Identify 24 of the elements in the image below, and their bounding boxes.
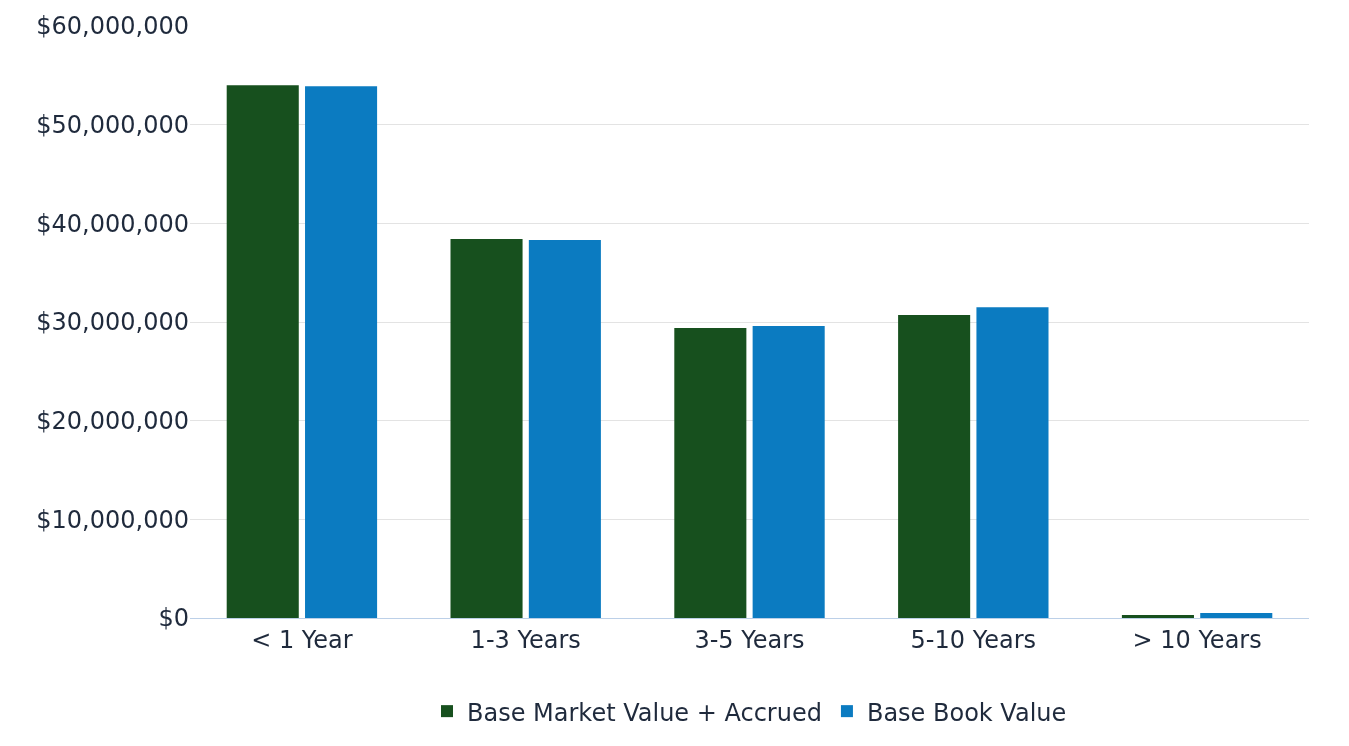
legend-label: Base Market Value + Accrued: [467, 698, 822, 727]
y-tick-label: $40,000,000: [36, 209, 189, 238]
x-tick-label: 3-5 Years: [694, 625, 805, 654]
x-tick-label: > 10 Years: [1132, 625, 1262, 654]
bar: [1200, 613, 1273, 618]
bar: [226, 85, 299, 618]
y-tick-label: $50,000,000: [36, 111, 189, 140]
y-tick-label: $10,000,000: [36, 505, 189, 534]
x-tick-label: 1-3 Years: [470, 625, 581, 654]
bar: [528, 240, 601, 618]
y-tick-label: $30,000,000: [36, 308, 189, 337]
bar: [752, 325, 825, 618]
legend-label: Base Book Value: [866, 698, 1067, 727]
y-tick-label: $20,000,000: [36, 407, 189, 436]
bar: [450, 239, 523, 618]
bar: [976, 307, 1049, 618]
x-tick-label: 5-10 Years: [910, 625, 1037, 654]
bar: [674, 327, 747, 618]
bar: [305, 86, 378, 618]
bar: [1121, 615, 1194, 618]
bar: [898, 315, 971, 618]
y-tick-label: $60,000,000: [36, 12, 189, 41]
x-tick-label: < 1 Year: [251, 625, 353, 654]
y-tick-label: $0: [158, 604, 189, 633]
